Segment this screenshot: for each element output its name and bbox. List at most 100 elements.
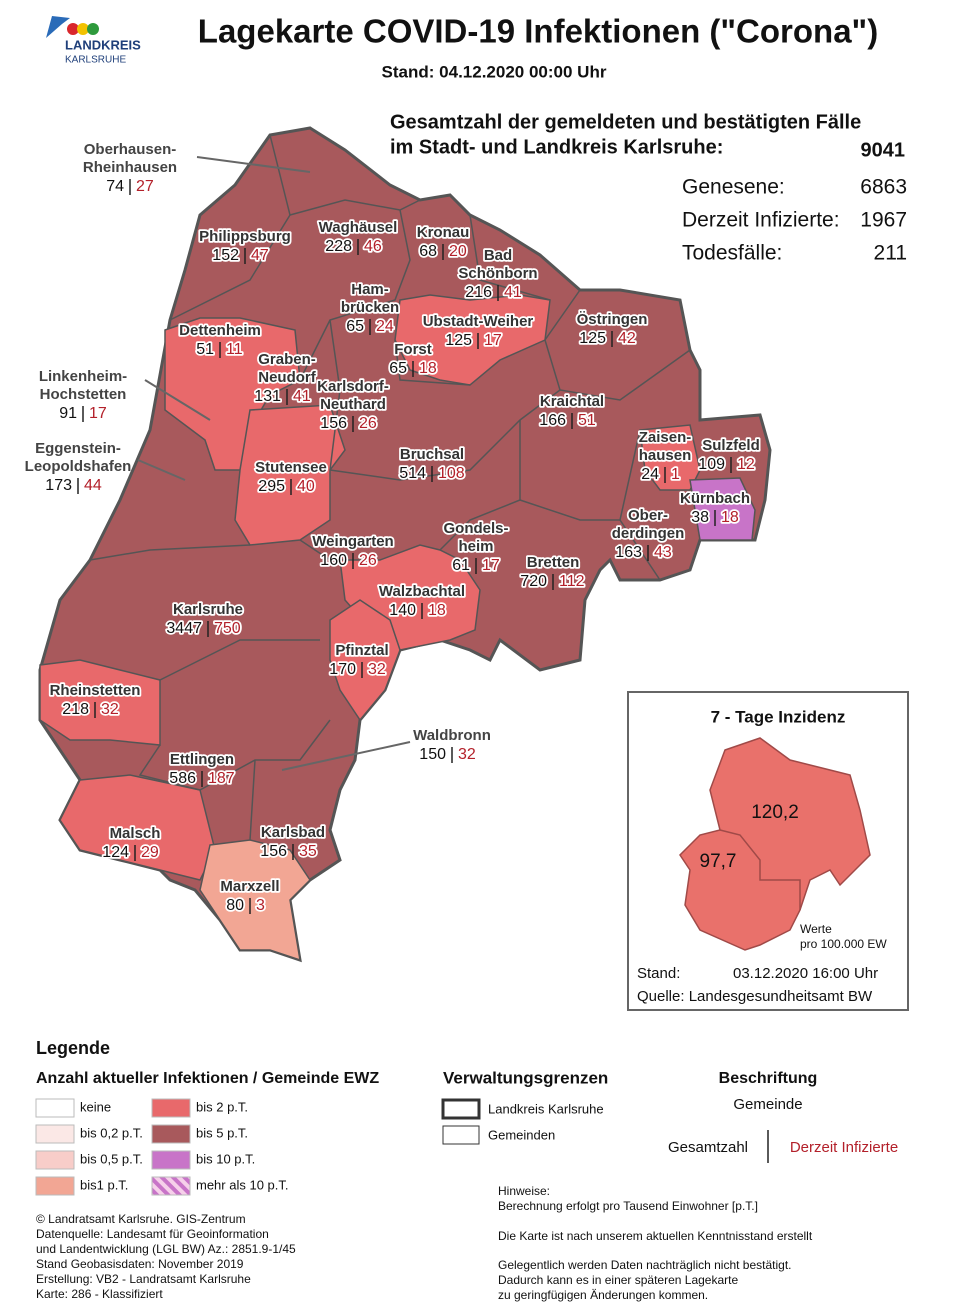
municipality-name: heim (458, 538, 493, 555)
municipality-active: 32 (458, 746, 476, 763)
summary-label: Genesene: (682, 176, 785, 199)
municipality-active: 112 (559, 573, 585, 590)
municipality-border (394, 339, 471, 386)
note: Die Karte ist nach unserem aktuellen Ken… (498, 1229, 813, 1243)
municipality-active: 17 (484, 332, 502, 349)
municipality-active: 42 (618, 330, 636, 347)
summary-value: 211 (874, 242, 907, 265)
area-bis-10 (689, 477, 756, 541)
municipality-total: 124 (102, 844, 129, 861)
municipality-active: 17 (89, 405, 107, 422)
municipality-total: 586 (169, 770, 196, 787)
municipality-name: derdingen (612, 525, 685, 542)
municipality-active: 26 (359, 552, 377, 569)
municipality-name: Kronau (417, 224, 470, 241)
legend-swatch (151, 1176, 191, 1196)
legend-swatch (35, 1150, 75, 1170)
municipality-border (289, 199, 421, 216)
area-bis-2 (394, 294, 551, 386)
municipality-total: 91 (59, 405, 77, 422)
area-bis-2 (639, 424, 701, 491)
legend-heading: Beschriftung (719, 1070, 818, 1087)
municipality-active: 27 (136, 178, 154, 195)
municipality-active: 43 (654, 544, 672, 561)
municipality-name: Ham- (351, 281, 389, 298)
leader-line (281, 741, 411, 771)
legend-swatch (151, 1124, 191, 1144)
municipality-name: Philippsburg (199, 228, 291, 245)
municipality-total: 152 (212, 247, 239, 264)
legend-border-swatch (442, 1125, 480, 1145)
municipality-border (329, 389, 561, 481)
municipality-border (439, 420, 521, 551)
summary-value: 6863 (860, 176, 907, 199)
municipality-name: Zaisen- (639, 429, 692, 446)
legend-label: bis 10 p.T. (196, 1151, 255, 1166)
legend-label: bis1 p.T. (80, 1177, 128, 1192)
municipality-total: 125 (579, 330, 606, 347)
municipality-total: 80 (226, 897, 244, 914)
municipality-border (89, 544, 251, 561)
municipality-active: 12 (737, 456, 755, 473)
municipality-total: 166 (539, 412, 566, 429)
municipality-name: Graben- (258, 351, 316, 368)
municipality-border (169, 134, 291, 321)
logo-line: LANDKREIS (65, 37, 141, 52)
municipality-active: 187 (208, 770, 235, 787)
municipality-total: 160 (320, 552, 347, 569)
legend-label: Landkreis Karlsruhe (488, 1101, 604, 1116)
municipality-name: Ubstadt-Weiher (423, 313, 534, 330)
inset-source: Quelle: Landesgesundheitsamt BW (637, 988, 873, 1005)
municipality-border (519, 429, 641, 521)
municipality-name: brücken (341, 299, 399, 316)
summary-heading: im Stadt- und Landkreis Karlsruhe: (390, 136, 723, 158)
note: Berechnung erfolgt pro Tausend Einwohner… (498, 1199, 758, 1213)
logo-dot (67, 23, 79, 35)
municipality-border (249, 759, 256, 841)
municipality-total: 65 (346, 318, 364, 335)
municipality-active: 1 (671, 466, 680, 483)
municipality-total: 170 (329, 661, 356, 678)
credit: Erstellung: VB2 - Landratsamt Karlsruhe (36, 1272, 251, 1286)
municipality-name: Bad (484, 247, 512, 264)
legend-label: bis 5 p.T. (196, 1125, 248, 1140)
municipality-name: Marxzell (220, 878, 279, 895)
municipality-border (329, 319, 341, 471)
municipality-total: 163 (615, 544, 642, 561)
logo-line: KARLSRUHE (65, 55, 126, 66)
note: Gelegentlich werden Daten nachträglich n… (498, 1258, 792, 1272)
legend-label: Gemeinden (488, 1127, 555, 1142)
municipality-active: 18 (419, 360, 437, 377)
municipality-name: Schönborn (458, 265, 537, 282)
municipality-name: hausen (639, 447, 692, 464)
inset-value: 120,2 (751, 802, 799, 823)
municipality-total: 125 (445, 332, 472, 349)
municipality-name: Linkenheim- (39, 368, 127, 385)
logo-mark (46, 16, 70, 38)
municipality-name: Gondels- (443, 520, 508, 537)
summary-label: Todesfälle: (682, 242, 782, 265)
municipality-total: 68 (419, 243, 437, 260)
area-bis-2 (234, 404, 346, 546)
note: Dadurch kann es in einer späteren Lageka… (498, 1273, 738, 1287)
municipality-border (469, 214, 551, 301)
inset-note: Werte (800, 922, 832, 936)
credit: Datenquelle: Landesamt für Geoinformatio… (36, 1227, 269, 1241)
area-bis-1 (199, 839, 311, 962)
municipality-name: Ettlingen (170, 751, 234, 768)
municipality-border (619, 519, 661, 581)
municipality-active: 20 (449, 243, 467, 260)
summary-total: 9041 (861, 139, 906, 161)
municipality-name: Leopoldshafen (25, 458, 132, 475)
municipality-active: 51 (578, 412, 596, 429)
municipality-name: Bruchsal (400, 446, 464, 463)
municipality-name: Kraichtal (540, 393, 604, 410)
municipality-total: 24 (641, 466, 659, 483)
municipality-total: 173 (45, 477, 72, 494)
inset-stand-label: Stand: (637, 965, 680, 982)
inset-title: 7 - Tage Inzidenz (711, 707, 846, 726)
municipality-total: 61 (452, 557, 470, 574)
legend-swatch (151, 1150, 191, 1170)
municipality-total: 150 (419, 746, 446, 763)
municipality-active: 17 (482, 557, 500, 574)
